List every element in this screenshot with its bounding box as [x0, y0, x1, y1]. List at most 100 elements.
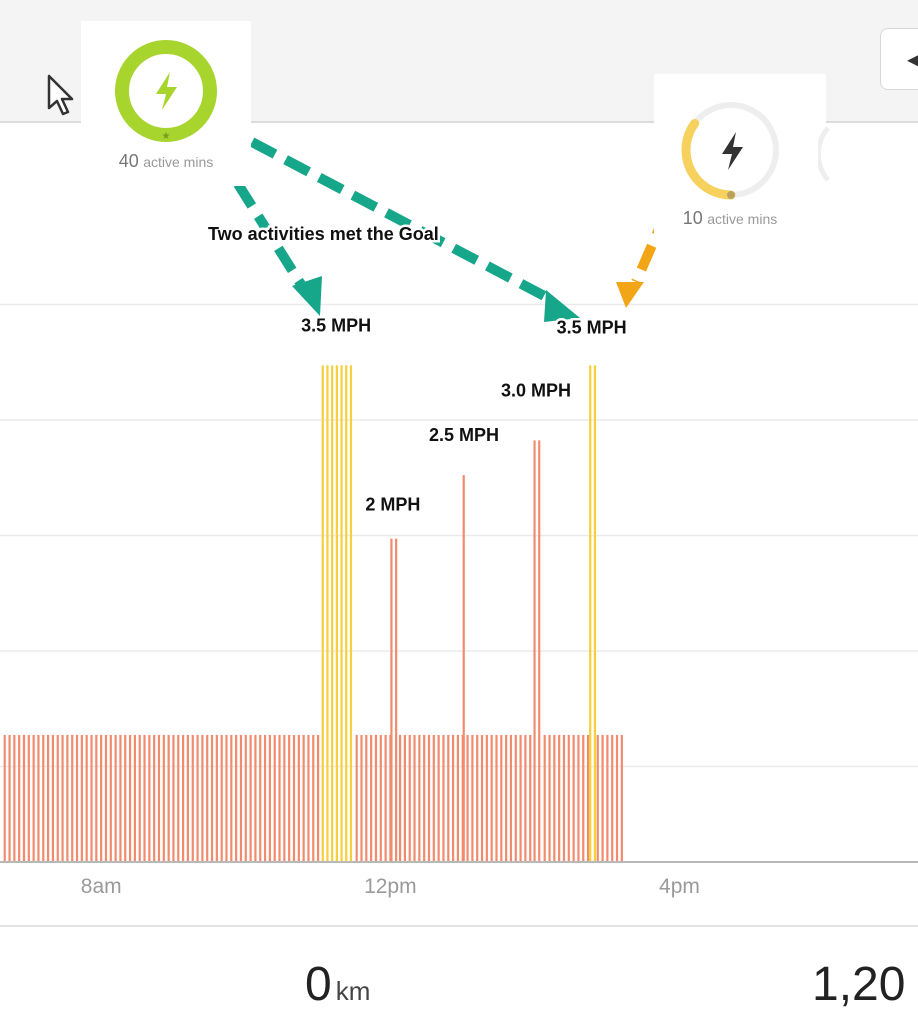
active-mins-unit: active mins	[707, 211, 778, 227]
activity-bar	[312, 734, 315, 862]
activity-bar	[519, 734, 522, 862]
activity-bar	[509, 734, 513, 862]
secondary-stat: 1,20	[812, 955, 905, 1015]
activity-bar	[384, 734, 387, 862]
activity-bar	[220, 734, 223, 862]
activity-bar-peak	[589, 365, 592, 862]
activity-bar	[177, 734, 180, 862]
annotation-arrow-line	[249, 137, 555, 305]
activity-bar	[355, 734, 358, 862]
goal-card-met[interactable]: ★ 40 active mins	[81, 21, 251, 186]
activity-bar	[85, 734, 88, 862]
activity-bar	[100, 734, 103, 862]
activity-bar	[215, 734, 218, 862]
activity-bar	[456, 734, 460, 862]
activity-bar	[403, 734, 406, 862]
activity-bar-peak	[593, 365, 597, 862]
activity-bar	[562, 734, 566, 862]
footer-divider	[0, 925, 918, 927]
activity-bar	[495, 734, 498, 862]
activity-bar	[66, 734, 69, 862]
active-mins-value: 40	[118, 151, 139, 171]
active-mins-unit: active mins	[143, 154, 214, 170]
activity-bar	[398, 734, 402, 862]
arrowhead-icon	[544, 290, 580, 322]
activity-bar	[191, 734, 194, 862]
activity-bar	[553, 734, 556, 862]
speed-label: 3.5 MPH	[557, 317, 627, 337]
x-tick-label: 4pm	[659, 875, 700, 898]
activity-bar	[109, 734, 112, 862]
activity-bar	[490, 734, 493, 862]
activity-bar	[206, 734, 209, 862]
activity-bar	[263, 734, 267, 862]
activity-bar	[114, 734, 117, 862]
activity-bar	[292, 734, 296, 862]
star-icon: ★	[162, 131, 171, 142]
activity-bar	[249, 734, 252, 862]
activity-bar	[524, 734, 527, 862]
goal-annotation-text: Two activities met the Goal	[208, 224, 439, 244]
activity-bar	[273, 734, 276, 862]
activity-bar	[288, 734, 291, 862]
chart-gridlines	[0, 303, 918, 768]
x-axis-ticks: 8am 12pm 4pm	[81, 875, 700, 898]
activity-bar	[408, 734, 411, 862]
active-mins-label: 10 active mins	[644, 208, 816, 229]
activity-bar	[22, 734, 26, 862]
activity-bar	[244, 734, 247, 862]
activity-bar	[182, 734, 185, 862]
goal-card-partial[interactable]: 10 active mins	[654, 74, 830, 244]
activity-bar	[196, 734, 199, 862]
activity-bar	[451, 734, 455, 862]
distance-value: 0	[305, 958, 332, 1011]
activity-bar-peak	[326, 365, 329, 862]
activity-bar	[601, 734, 604, 862]
activity-bar	[413, 734, 416, 862]
activity-bar	[56, 734, 59, 862]
activity-bar	[379, 734, 382, 862]
annotation-arrow-line	[233, 181, 307, 289]
activity-bar-peak	[321, 365, 324, 862]
activity-bar	[297, 734, 300, 862]
activity-bar	[153, 734, 156, 862]
activity-bar	[71, 734, 74, 862]
progress-ring: ★	[115, 40, 217, 142]
activity-bar	[8, 734, 11, 862]
activity-bar	[558, 734, 561, 862]
activity-bar	[42, 734, 45, 862]
speed-label: 3.5 MPH	[301, 315, 371, 335]
activity-bar	[360, 734, 363, 862]
activity-bar-peak	[331, 365, 334, 862]
activity-bar	[148, 734, 151, 862]
secondary-value: 1,20	[812, 958, 906, 1011]
activity-bar	[90, 734, 93, 862]
chart-bars	[3, 365, 623, 862]
activity-bar	[374, 734, 378, 862]
activity-bar	[61, 734, 64, 862]
activity-bar	[586, 734, 590, 862]
activity-bar	[230, 734, 233, 862]
activity-bar	[432, 734, 435, 862]
activity-bar	[302, 734, 305, 862]
activity-bar	[471, 734, 474, 862]
speed-label: 2 MPH	[365, 495, 420, 515]
activity-bar	[143, 734, 146, 862]
activity-bar	[611, 734, 614, 862]
activity-bar	[548, 734, 551, 862]
activity-bar	[572, 734, 575, 862]
activity-bar	[75, 734, 79, 862]
activity-bar	[500, 734, 503, 862]
previous-day-button[interactable]: ◀	[880, 28, 918, 90]
activity-bar-peak	[533, 440, 536, 862]
activity-bar	[577, 734, 580, 862]
activity-bar	[370, 734, 373, 862]
activity-bar	[51, 734, 55, 862]
activity-bar	[476, 734, 479, 862]
activity-bar	[128, 734, 132, 862]
activity-bar	[32, 734, 35, 862]
activity-bar	[119, 734, 122, 862]
activity-bar	[254, 734, 257, 862]
activity-bar	[582, 734, 585, 862]
activity-bar	[514, 734, 517, 862]
